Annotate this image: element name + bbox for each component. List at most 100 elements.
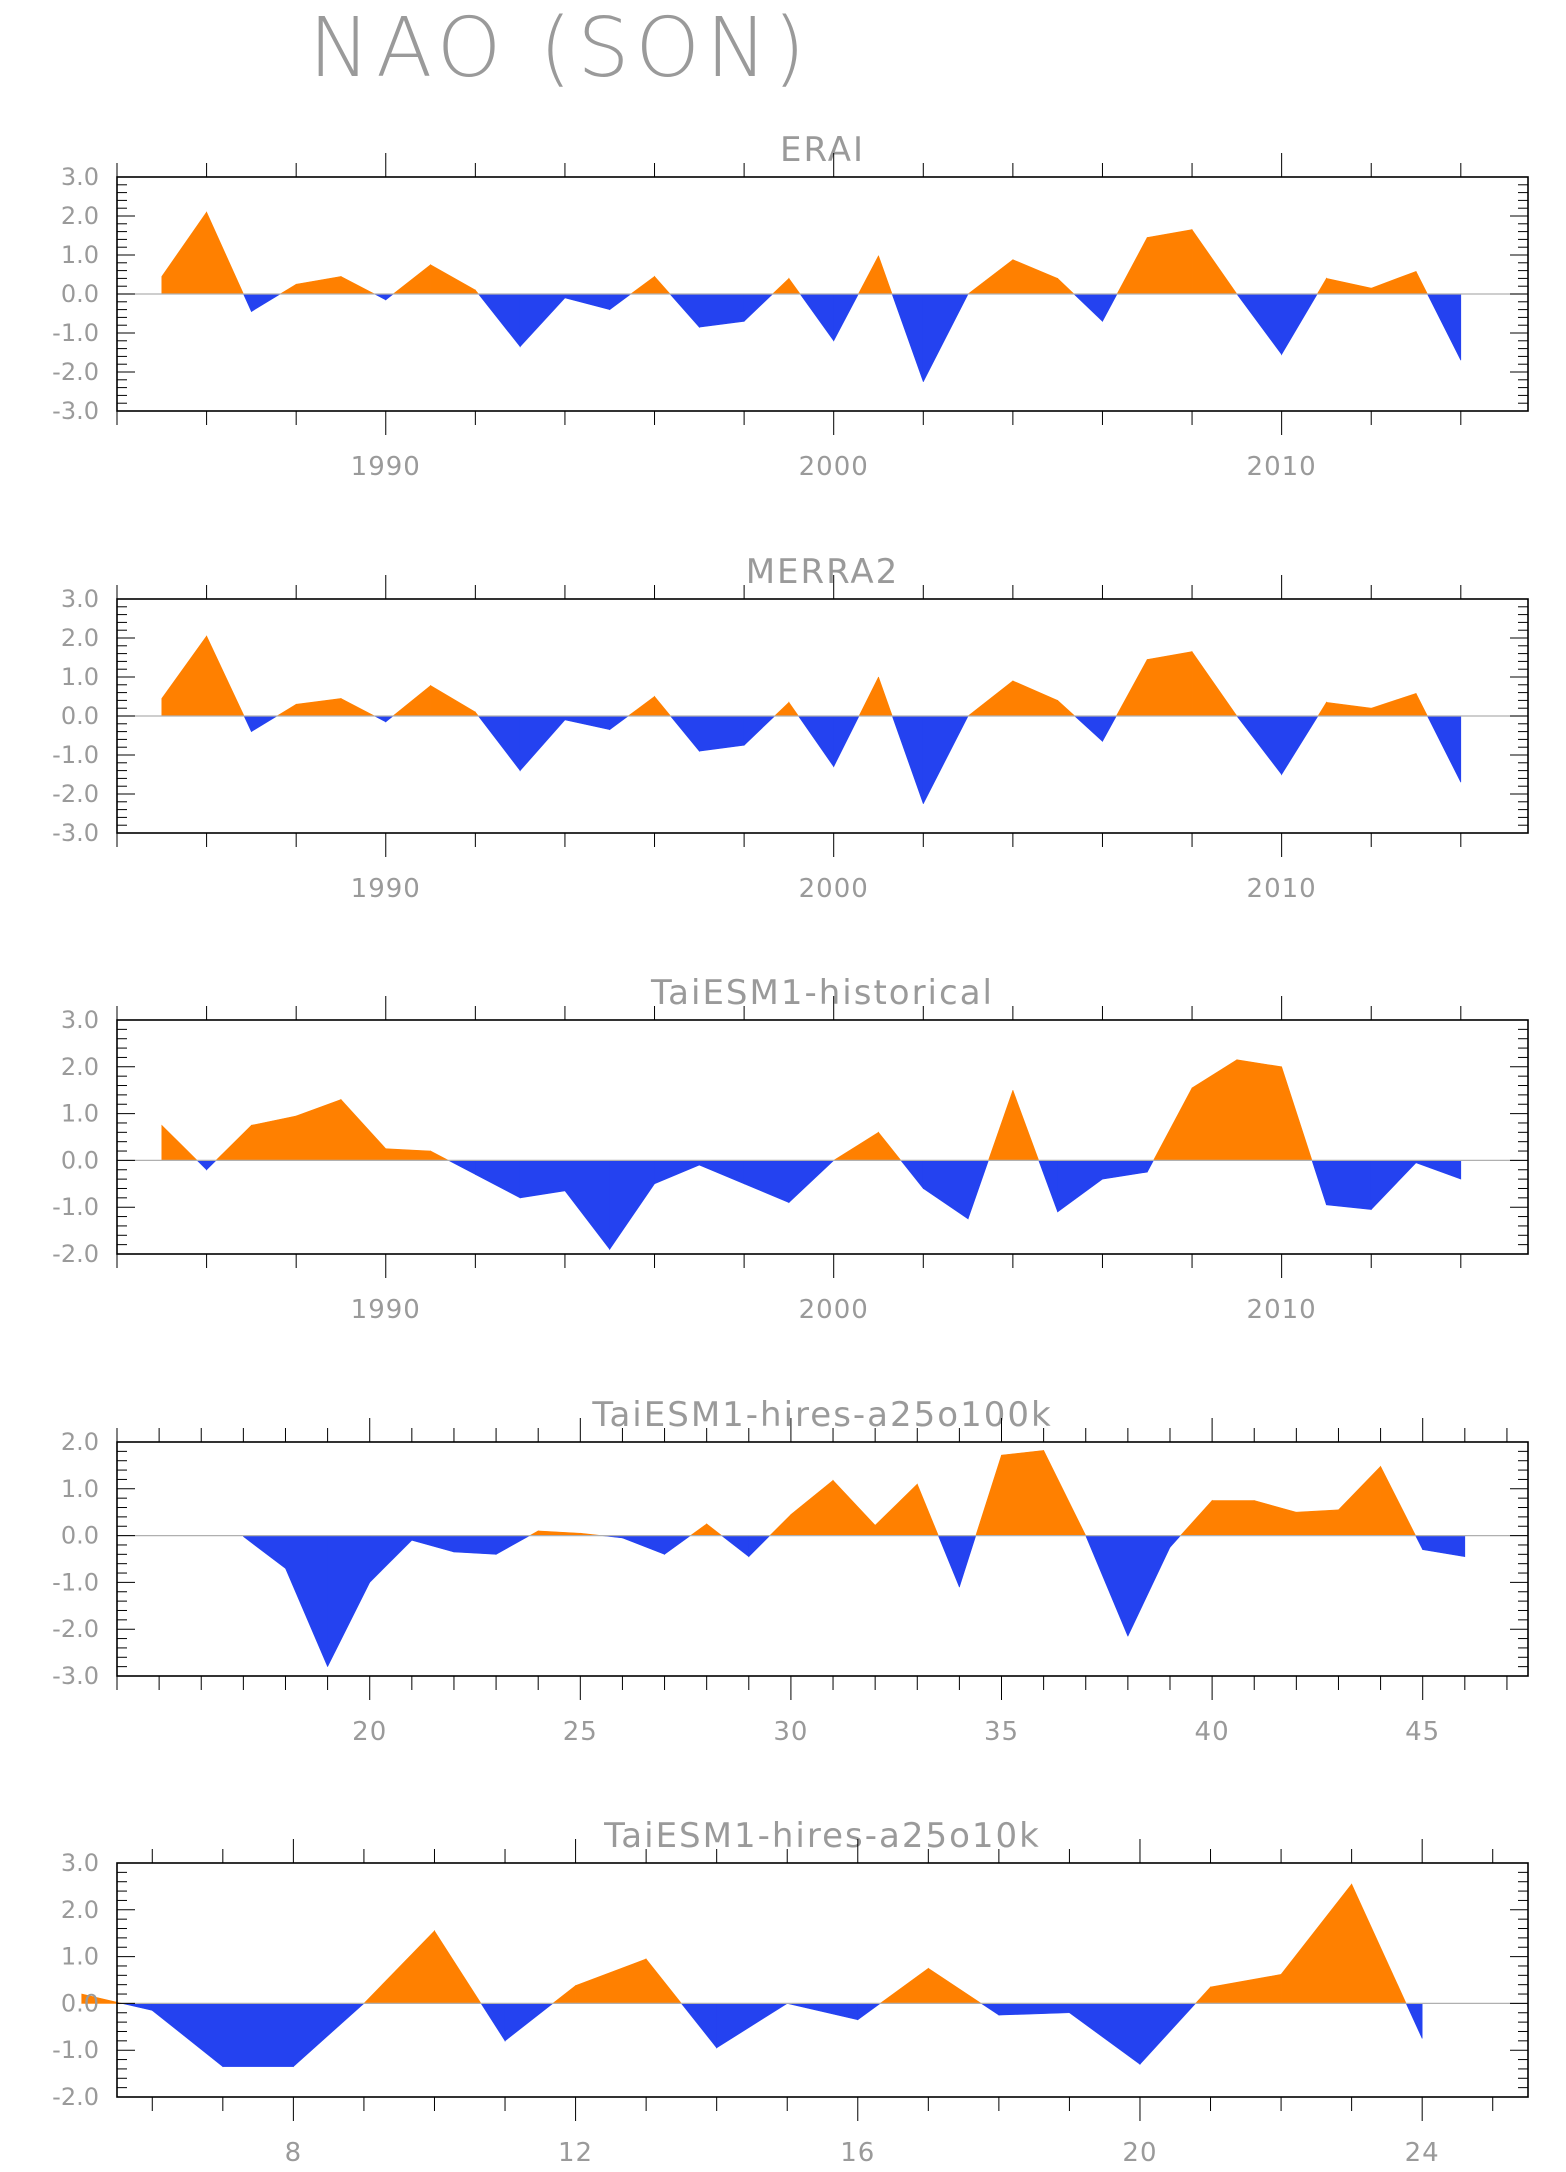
positive-area xyxy=(1211,1500,1255,1536)
y-tick-label: -1.0 xyxy=(52,1193,99,1221)
y-tick-label: -1.0 xyxy=(52,2036,99,2064)
negative-area xyxy=(959,1535,977,1588)
positive-area xyxy=(858,676,879,717)
positive-area xyxy=(1152,1087,1193,1161)
positive-area xyxy=(363,1930,435,2004)
positive-area xyxy=(295,1099,342,1161)
negative-area xyxy=(293,2003,365,2068)
negative-area xyxy=(1169,1535,1182,1549)
panel-title: TaiESM1-hires-a25o100k xyxy=(591,1395,1052,1435)
negative-area xyxy=(743,715,776,746)
positive-area xyxy=(1191,228,1238,295)
negative-area xyxy=(519,1160,566,1199)
y-tick-label: 3.0 xyxy=(61,163,99,191)
negative-area xyxy=(1405,2003,1423,2039)
positive-area xyxy=(629,275,655,295)
negative-area xyxy=(1311,1160,1327,1205)
negative-area xyxy=(1236,715,1282,776)
negative-area xyxy=(699,715,745,752)
positive-area xyxy=(967,259,1014,295)
positive-area xyxy=(385,1148,431,1161)
positive-area xyxy=(627,695,655,717)
positive-area xyxy=(790,1479,834,1536)
positive-area xyxy=(928,1967,983,2004)
positive-area xyxy=(528,1530,539,1536)
positive-area xyxy=(251,1115,297,1161)
negative-area xyxy=(285,1535,328,1667)
y-tick-label: -2.0 xyxy=(52,358,99,386)
negative-area xyxy=(453,1535,497,1555)
positive-area xyxy=(1338,1465,1381,1536)
panel-erai: ERAI 3.0 2.0 1.0 0.0 -1.0 -2.0 -3.0 1990 2000 2010 xyxy=(52,130,1529,482)
y-tick-label: 3.0 xyxy=(61,585,99,613)
negative-area xyxy=(1085,1535,1129,1637)
negative-area xyxy=(222,2003,294,2067)
positive-area xyxy=(215,1124,252,1161)
negative-area xyxy=(891,293,924,382)
plot-frame xyxy=(116,1019,1529,1255)
x-tick-label: 2010 xyxy=(1247,452,1317,482)
positive-area xyxy=(430,1150,449,1161)
positive-area xyxy=(1370,270,1417,295)
positive-area xyxy=(654,275,671,295)
panel-title: MERRA2 xyxy=(746,552,900,592)
negative-area xyxy=(477,715,521,772)
positive-area xyxy=(1191,1059,1238,1161)
negative-area xyxy=(1426,715,1462,783)
positive-area xyxy=(275,703,297,717)
negative-area xyxy=(448,1160,476,1175)
positive-area xyxy=(878,255,893,295)
negative-area xyxy=(243,1535,286,1569)
positive-area xyxy=(975,1455,1002,1536)
x-tick-label: 12 xyxy=(558,2138,593,2168)
positive-area xyxy=(1194,1986,1211,2004)
positive-area xyxy=(1043,1450,1087,1536)
positive-area xyxy=(788,277,801,295)
positive-area xyxy=(1146,229,1193,295)
y-tick-label: 2.0 xyxy=(61,202,99,230)
negative-area xyxy=(369,1535,413,1584)
positive-area xyxy=(773,701,790,717)
negative-area xyxy=(797,715,834,768)
x-tick-label: 35 xyxy=(984,1717,1019,1747)
positive-area xyxy=(1380,1466,1417,1536)
positive-area xyxy=(874,1483,918,1536)
negative-area xyxy=(680,2003,717,2049)
positive-area xyxy=(1281,1066,1313,1161)
x-tick-label: 2010 xyxy=(1247,874,1317,904)
positive-area xyxy=(1415,271,1428,295)
negative-area xyxy=(1073,293,1103,323)
x-tick-label: 1990 xyxy=(351,452,421,482)
negative-area xyxy=(1415,1535,1424,1550)
y-tick-label: 1.0 xyxy=(61,241,99,269)
positive-area xyxy=(1316,277,1327,295)
negative-area xyxy=(922,715,969,804)
positive-area xyxy=(788,701,799,717)
negative-area xyxy=(243,715,252,732)
positive-area xyxy=(878,676,893,717)
positive-area xyxy=(1116,237,1148,295)
positive-area xyxy=(1236,1059,1282,1161)
y-tick-label: -3.0 xyxy=(52,1662,99,1690)
negative-area xyxy=(1236,293,1282,356)
negative-area xyxy=(609,1160,655,1251)
y-tick-label: 2.0 xyxy=(61,1053,99,1081)
negative-area xyxy=(495,1535,531,1555)
negative-area xyxy=(385,293,395,301)
negative-area xyxy=(1281,293,1318,356)
y-tick-label: 3.0 xyxy=(61,1849,99,1877)
negative-area xyxy=(564,715,611,731)
negative-area xyxy=(922,293,969,382)
plot-frame xyxy=(116,1441,1529,1677)
positive-area xyxy=(161,1124,198,1161)
negative-area xyxy=(151,2003,224,2068)
y-tick-label: 3.0 xyxy=(61,1006,99,1034)
negative-area xyxy=(1127,1535,1171,1637)
negative-area xyxy=(564,1160,611,1251)
negative-area xyxy=(504,2003,554,2042)
negative-area xyxy=(980,2003,1000,2016)
y-tick-label: -2.0 xyxy=(52,2083,99,2111)
panel-taiesm1-hires-a25o100k: TaiESM1-hires-a25o100k 2.0 1.0 0.0 -1.0 -2.0 -… xyxy=(52,1395,1529,1747)
y-tick-label: 0.0 xyxy=(61,1522,99,1550)
y-tick-label: 1.0 xyxy=(61,1943,99,1971)
